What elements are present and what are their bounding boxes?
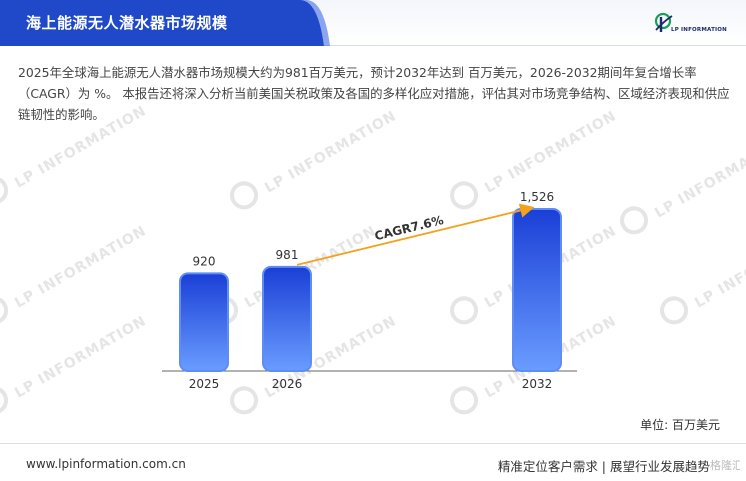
description-text: 2025年全球海上能源无人潜水器市场规模大约为981百万美元，预计2032年达到… <box>18 65 730 122</box>
footer-divider <box>0 443 746 444</box>
category-label-2032: 2032 <box>522 377 553 391</box>
footer-slogan: 精准定位客户需求 | 展望行业发展趋势 <box>497 459 710 474</box>
cagr-arrow <box>296 203 535 266</box>
bar-2032 <box>512 208 562 372</box>
category-label-2025: 2025 <box>189 377 220 391</box>
page-title: 海上能源无人潜水器市场规模 <box>26 14 228 32</box>
corner-watermark: 格隆汇 <box>710 459 740 472</box>
brand-logo: LP INFORMATION <box>652 10 727 40</box>
value-label-2026: 981 <box>276 248 299 262</box>
header-band: 海上能源无人潜水器市场规模 LP INFORMATION <box>0 0 746 46</box>
cagr-label: CAGR7.6% <box>373 213 445 243</box>
bar-2025 <box>179 272 229 372</box>
lp-logo-icon <box>654 12 673 32</box>
unit-note: 单位: 百万美元 <box>640 418 720 432</box>
title-tab-shape <box>0 0 330 46</box>
value-label-2025: 920 <box>193 254 216 268</box>
footer-url: www.lpinformation.com.cn <box>26 457 186 471</box>
brand-name: LP INFORMATION <box>671 27 727 33</box>
category-label-2026: 2026 <box>272 377 303 391</box>
value-label-2032: 1,526 <box>520 190 554 204</box>
title-tab: 海上能源无人潜水器市场规模 <box>0 0 330 46</box>
bar-2026 <box>262 265 312 373</box>
